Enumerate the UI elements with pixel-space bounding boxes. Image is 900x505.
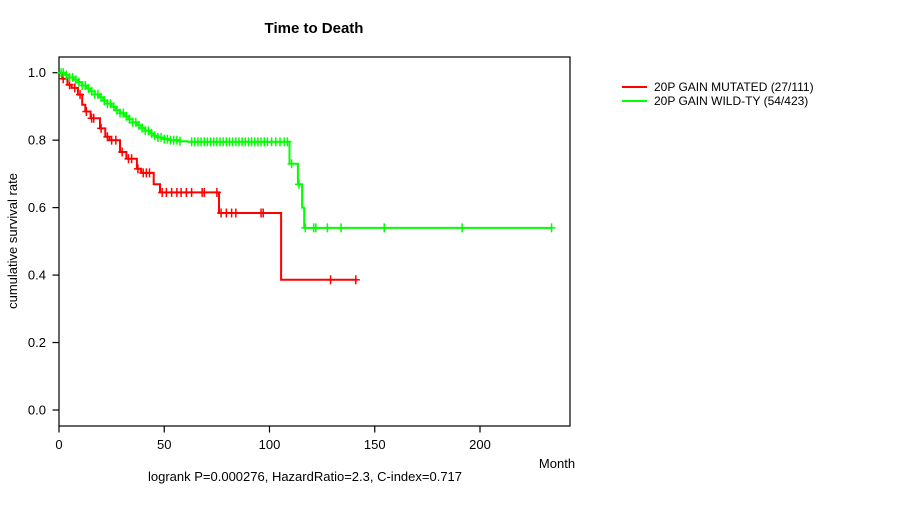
survival-curves (57, 68, 556, 285)
km-curve-wildtype (59, 71, 552, 229)
y-tick-label: 0.2 (28, 335, 46, 350)
y-axis-label: cumulative survival rate (5, 173, 20, 309)
y-tick-label: 1.0 (28, 65, 46, 80)
chart-title: Time to Death (265, 20, 364, 37)
legend-label: 20P GAIN MUTATED (27/111) (654, 80, 814, 94)
x-axis-label: Month (539, 456, 575, 471)
x-tick-label: 0 (55, 437, 62, 452)
y-tick-label: 0.0 (28, 403, 46, 418)
x-tick-label: 200 (469, 437, 491, 452)
x-axis: 0 50 100 150 200 (55, 426, 491, 452)
legend-label: 20P GAIN WILD-TY (54/423) (654, 94, 808, 108)
plot-box (58, 56, 571, 427)
y-tick-label: 0.6 (28, 200, 46, 215)
censor-marks-mutated (59, 74, 360, 285)
censor-marks-wildtype (57, 68, 556, 233)
y-axis: 0.0 0.2 0.4 0.6 0.8 1.0 (28, 65, 59, 418)
x-tick-label: 150 (364, 437, 386, 452)
legend: 20P GAIN MUTATED (27/111)20P GAIN WILD-T… (622, 80, 814, 108)
y-tick-label: 0.8 (28, 133, 46, 148)
stats-annotation: logrank P=0.000276, HazardRatio=2.3, C-i… (148, 469, 462, 484)
y-tick-label: 0.4 (28, 268, 46, 283)
x-tick-label: 50 (157, 437, 171, 452)
x-tick-label: 100 (259, 437, 281, 452)
